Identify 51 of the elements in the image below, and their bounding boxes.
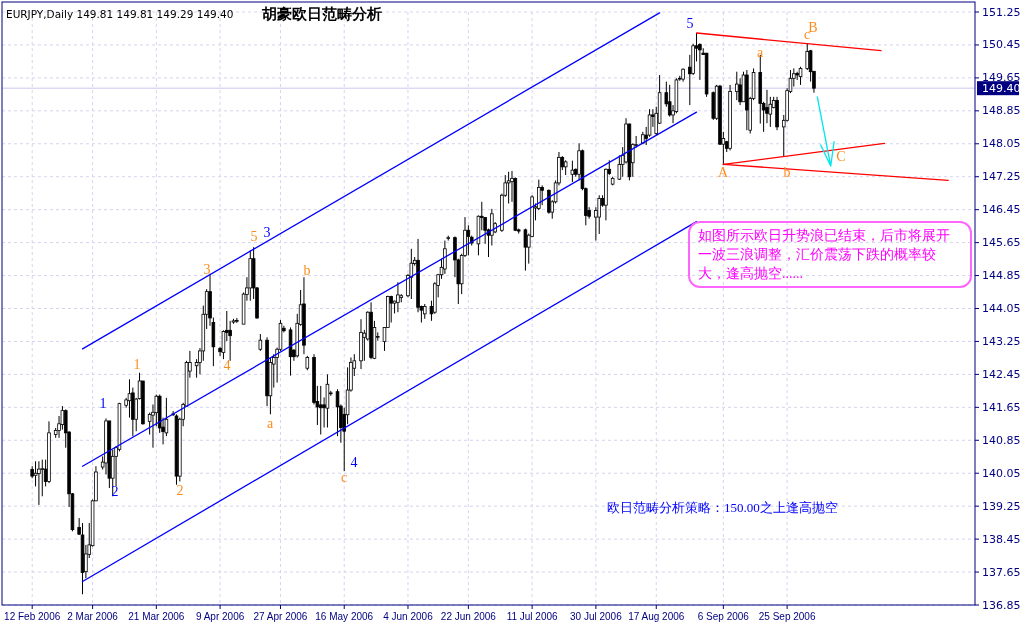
chart-subtitle: EURJPY,Daily 149.81 149.81 149.29 149.40 [6,8,234,20]
y-tick-label: 140.85 [982,433,1020,447]
y-tick-label: 144.05 [982,302,1020,315]
y-tick-label: 143.25 [982,334,1020,348]
annotation: a [756,44,764,60]
y-tick-label: 145.65 [982,236,1020,250]
x-tick-label: 30 Jul 2006 [570,611,623,622]
annotation: 如图所示欧日升势浪已结束，后市将展开一波三浪调整，汇价震荡下跌的概率较大，逢高抛空...... [688,221,972,288]
annotation: 5 [250,228,258,244]
y-tick-label: 151.25 [982,5,1020,19]
x-tick-label: 17 Aug 2006 [628,611,685,622]
annotation: b [303,262,311,278]
x-tick-label: 12 Feb 2006 [4,611,61,622]
y-tick-label: 137.65 [982,565,1020,579]
annotation: 3 [263,224,271,240]
y-tick-label: 138.45 [982,532,1020,546]
annotation: 4 [223,357,231,373]
chart-title: 胡豪欧日范畴分析 [261,6,382,22]
annotation: a [266,415,274,431]
annotation: 5 [686,15,694,31]
x-tick-label: 22 Jun 2006 [440,611,497,622]
y-tick-label: 136.85 [982,598,1020,612]
x-tick-label: 27 Apr 2006 [253,611,308,622]
y-tick-label: 142.45 [982,367,1020,381]
annotation: 欧日范畴分析策略：150.00之上逢高抛空 [607,499,838,517]
x-tick-label: 11 Jul 2006 [506,611,559,622]
x-tick-label: 21 Mar 2006 [128,611,185,622]
annotation: b [783,164,791,180]
annotation: 4 [350,454,358,470]
annotation: c [340,469,348,485]
y-tick-label: 148.05 [982,137,1020,151]
y-tick-label: 148.85 [982,104,1020,118]
annotation: 3 [203,261,211,277]
annotation: 2 [176,482,184,498]
y-tick-label: 144.85 [982,269,1020,283]
x-tick-label: 6 Sep 2006 [697,611,750,622]
y-tick-label: 146.45 [982,203,1020,217]
x-tick-label: 25 Sep 2006 [758,611,816,622]
x-tick-label: 16 May 2006 [315,611,374,622]
x-tick-label: 9 Apr 2006 [195,611,245,622]
y-tick-label: 150.45 [982,38,1020,52]
annotation: 1 [99,395,107,411]
annotation: C [836,148,846,164]
y-tick-label: 147.25 [982,170,1020,184]
x-tick-label: 2 Mar 2006 [67,611,119,622]
annotation: 1 [133,356,141,372]
y-tick-label: 139.25 [982,499,1020,513]
x-tick-label: 4 Jun 2006 [383,611,434,622]
y-tick-label: 140.05 [982,466,1020,480]
y-tick-label: 141.65 [982,400,1020,414]
annotation: A [717,164,729,180]
